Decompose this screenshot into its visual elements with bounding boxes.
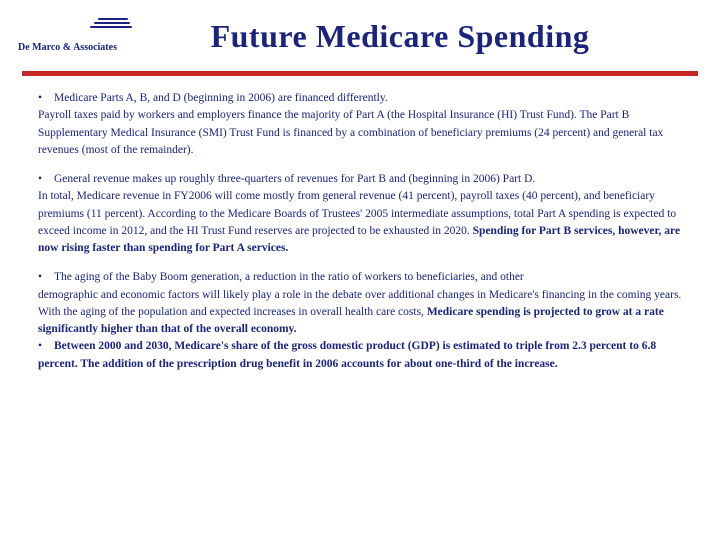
logo-icon bbox=[90, 18, 132, 38]
paragraph-2: •General revenue makes up roughly three-… bbox=[38, 171, 690, 257]
page-title: Future Medicare Spending bbox=[110, 18, 690, 55]
p3-lead: The aging of the Baby Boom generation, a… bbox=[54, 271, 524, 283]
header: De Marco & Associates Future Medicare Sp… bbox=[0, 0, 720, 63]
p4-bold: Between 2000 and 2030, Medicare's share … bbox=[38, 340, 656, 369]
bullet-icon: • bbox=[38, 90, 54, 107]
logo-text: De Marco & Associates bbox=[18, 42, 117, 53]
divider-bar bbox=[22, 71, 698, 76]
p1-lead: Medicare Parts A, B, and D (beginning in… bbox=[54, 92, 388, 104]
paragraph-1: •Medicare Parts A, B, and D (beginning i… bbox=[38, 90, 690, 159]
bullet-icon: • bbox=[38, 338, 54, 355]
bullet-icon: • bbox=[38, 269, 54, 286]
paragraph-3: •The aging of the Baby Boom generation, … bbox=[38, 269, 690, 373]
content-body: •Medicare Parts A, B, and D (beginning i… bbox=[0, 90, 720, 373]
p1-body: Payroll taxes paid by workers and employ… bbox=[38, 109, 663, 156]
p2-lead: General revenue makes up roughly three-q… bbox=[54, 173, 535, 185]
bullet-icon: • bbox=[38, 171, 54, 188]
